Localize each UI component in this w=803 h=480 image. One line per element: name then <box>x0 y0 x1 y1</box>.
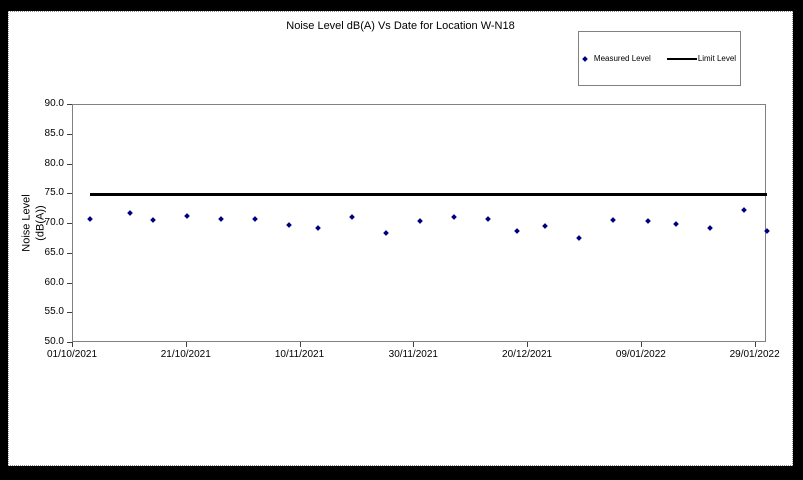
y-axis-title-line2: (dB(A)) <box>35 205 48 241</box>
x-tick-label: 30/11/2021 <box>388 349 438 360</box>
measured-level-point <box>417 218 423 224</box>
measured-level-point <box>383 230 389 236</box>
measured-level-point <box>286 221 292 228</box>
x-tick-mark <box>299 342 301 347</box>
limit-level-line-icon <box>666 57 697 60</box>
x-tick-mark <box>185 342 187 347</box>
measured-level-point <box>87 215 93 222</box>
chart-canvas: Noise Level dB(A) Vs Date for Location W… <box>8 11 793 466</box>
y-tick-mark <box>67 342 72 343</box>
measured-level-point <box>183 213 190 220</box>
measured-level-point <box>542 223 548 230</box>
measured-level-point <box>149 217 156 224</box>
x-tick-mark <box>754 342 756 347</box>
x-tick-label: 29/01/2022 <box>729 349 780 360</box>
x-tick-mark <box>72 342 73 347</box>
x-tick-label: 10/11/2021 <box>274 349 325 360</box>
x-tick-label: 21/10/2021 <box>160 349 211 360</box>
measured-level-diamond-icon <box>582 55 588 62</box>
measured-level-point <box>610 217 617 224</box>
limit-level-line <box>90 192 767 196</box>
measured-level-point <box>576 234 583 241</box>
measured-level-point <box>127 210 133 217</box>
measured-level-point <box>485 216 492 223</box>
measured-level-point <box>741 207 748 214</box>
measured-level-point <box>513 228 520 234</box>
x-tick-mark <box>527 342 529 347</box>
y-axis-title-line1: Noise Level <box>21 194 34 252</box>
measured-level-point <box>348 214 355 220</box>
measured-level-point <box>644 218 651 224</box>
x-tick-label: 01/10/2021 <box>46 349 98 360</box>
legend-limit-level-label: Limit Level <box>697 54 737 63</box>
measured-level-point <box>707 224 713 231</box>
x-tick-mark <box>413 342 415 347</box>
chart-title: Noise Level dB(A) Vs Date for Location W… <box>286 20 515 32</box>
measured-level-point <box>451 214 457 221</box>
measured-level-point <box>252 215 258 222</box>
legend-measured-level-label: Measured Level <box>593 54 651 63</box>
x-tick-label: 09/01/2022 <box>615 349 666 360</box>
measured-level-point <box>314 224 321 231</box>
x-tick-mark <box>640 342 642 347</box>
measured-level-point <box>218 215 224 222</box>
x-tick-label: 20/12/2021 <box>502 349 553 360</box>
measured-level-point <box>673 221 679 227</box>
y-axis-title: Noise Level (dB(A)) <box>11 104 57 342</box>
measured-level-point <box>764 227 770 234</box>
plot-area <box>72 104 770 342</box>
legend-box: Measured Level Limit Level <box>578 31 741 86</box>
